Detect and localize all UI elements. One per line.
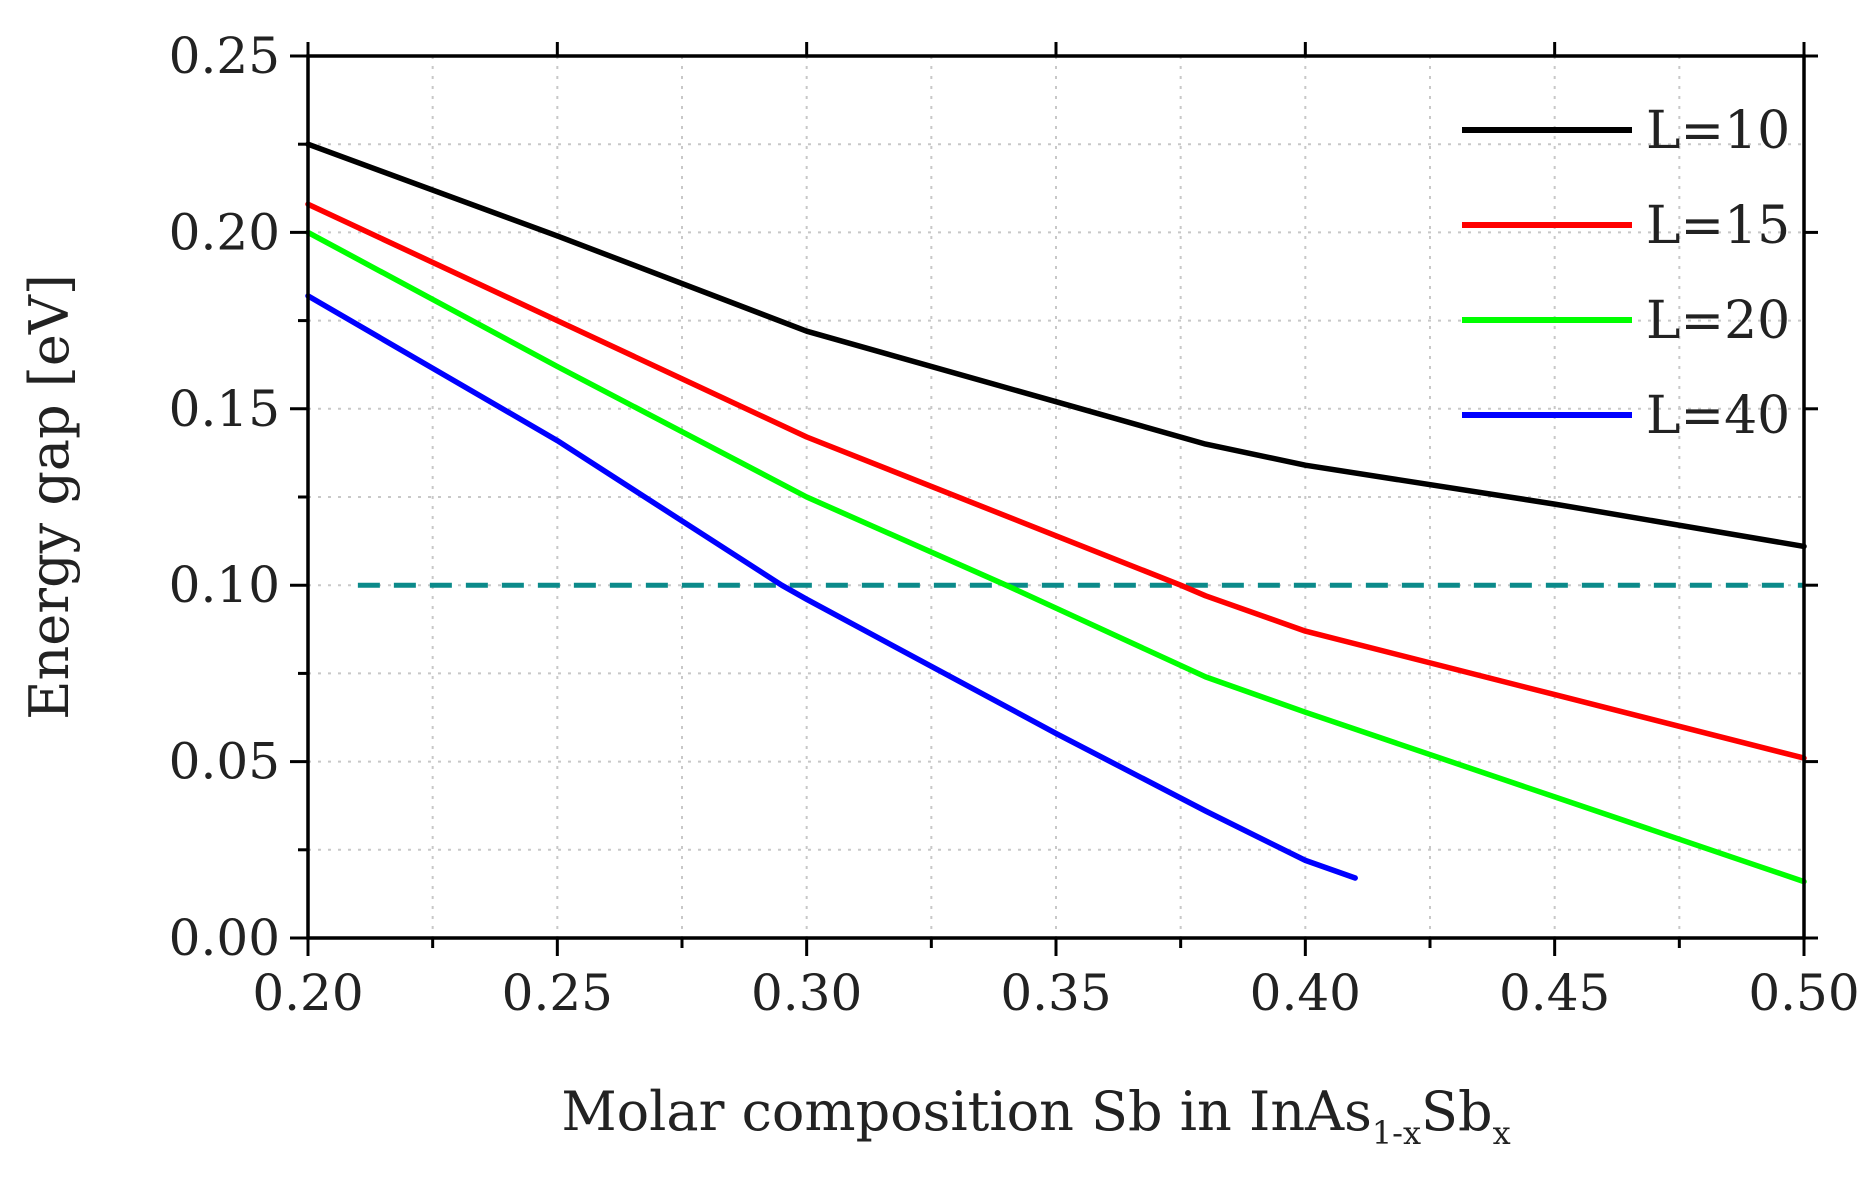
x-axis-title-sub2: x bbox=[1493, 1114, 1511, 1152]
x-tick-label: 0.35 bbox=[1000, 964, 1111, 1022]
series-line-l-20 bbox=[305, 229, 1807, 885]
series-group bbox=[305, 141, 1807, 885]
series-line-l-10 bbox=[305, 141, 1807, 550]
y-tick-label: 0.10 bbox=[169, 556, 280, 614]
x-axis-title: Molar composition Sb in InAs1-xSbx bbox=[561, 1080, 1510, 1152]
series-line-l-40 bbox=[305, 293, 1358, 881]
x-tick-label: 0.30 bbox=[751, 964, 862, 1022]
y-tick-label: 0.00 bbox=[169, 909, 280, 967]
x-tick-label: 0.25 bbox=[502, 964, 613, 1022]
series-line-l-15 bbox=[305, 201, 1807, 761]
legend-label: L=20 bbox=[1646, 291, 1790, 351]
legend-label: L=10 bbox=[1646, 101, 1790, 161]
y-axis-title: Energy gap [eV] bbox=[18, 274, 81, 720]
legend-label: L=40 bbox=[1646, 386, 1790, 446]
y-tick-label: 0.25 bbox=[169, 27, 280, 85]
x-tick-label: 0.20 bbox=[252, 964, 363, 1022]
x-tick-label: 0.40 bbox=[1250, 964, 1361, 1022]
x-tick-label: 0.45 bbox=[1499, 964, 1610, 1022]
y-tick-label: 0.20 bbox=[169, 203, 280, 261]
x-axis-title-sub1: 1-x bbox=[1372, 1114, 1421, 1152]
y-tick-labels: 0.00 0.05 0.10 0.15 0.20 0.25 bbox=[169, 27, 280, 967]
x-axis-title-mid: Sb bbox=[1421, 1080, 1493, 1143]
x-tick-label: 0.50 bbox=[1748, 964, 1859, 1022]
y-tick-label: 0.15 bbox=[169, 380, 280, 438]
x-tick-labels: 0.20 0.25 0.30 0.35 0.40 0.45 0.50 bbox=[252, 964, 1859, 1022]
y-tick-label: 0.05 bbox=[169, 733, 280, 791]
x-axis-title-main: Molar composition Sb in InAs bbox=[561, 1080, 1371, 1143]
legend-label: L=15 bbox=[1646, 196, 1790, 256]
legend: L=10 L=15 L=20 L=40 bbox=[1462, 101, 1790, 446]
axis-ticks bbox=[290, 42, 1818, 956]
